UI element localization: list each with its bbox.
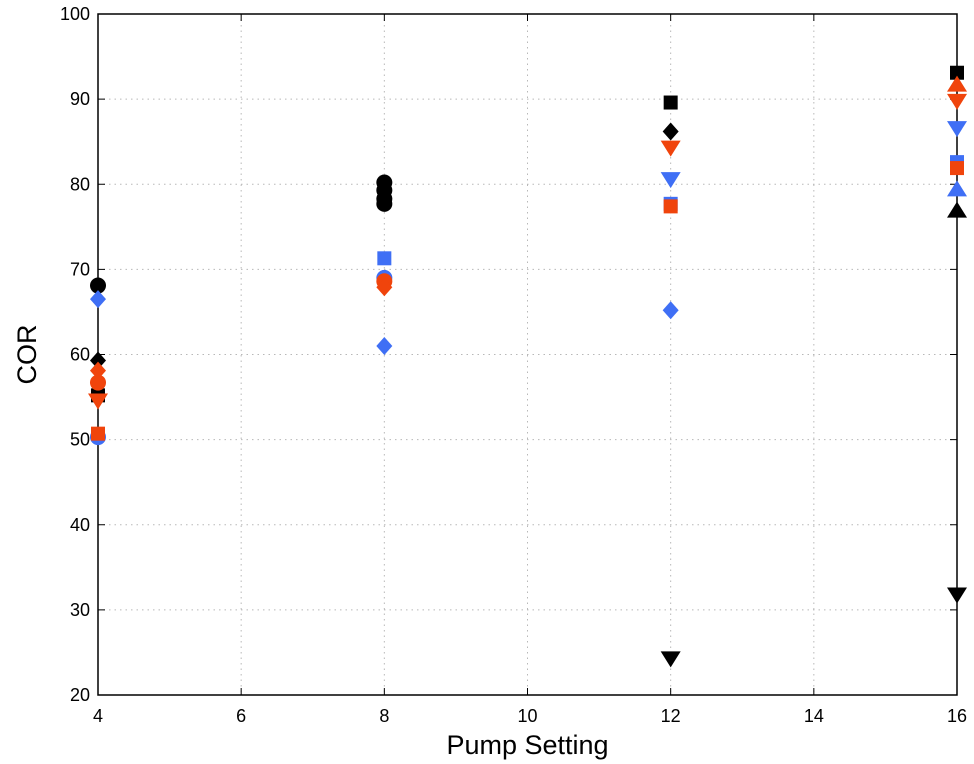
data-point-triangle-down <box>88 393 108 410</box>
y-tick-label: 50 <box>70 430 90 450</box>
data-point-triangle-down <box>660 140 681 157</box>
data-point-square <box>950 161 964 176</box>
y-tick-label: 70 <box>70 259 90 279</box>
data-point-diamond <box>662 122 679 141</box>
data-point-diamond <box>90 290 106 309</box>
data-point-circle <box>376 195 393 212</box>
data-point-circle <box>90 374 106 391</box>
y-tick-label: 100 <box>60 4 90 24</box>
data-point-triangle-down <box>660 172 681 189</box>
y-tick-label: 80 <box>70 174 90 194</box>
data-point-triangle-down <box>947 121 967 138</box>
x-tick-label: 16 <box>947 706 967 726</box>
data-point-triangle-down <box>947 93 967 110</box>
data-points <box>88 65 967 668</box>
data-point-square <box>663 199 678 214</box>
y-tick-label: 30 <box>70 600 90 620</box>
data-point-triangle-down <box>947 587 967 604</box>
x-tick-label: 6 <box>236 706 246 726</box>
data-point-square <box>377 251 392 266</box>
x-tick-label: 8 <box>379 706 389 726</box>
data-point-triangle-down <box>660 651 681 668</box>
data-point-diamond <box>376 336 393 355</box>
y-tick-label: 20 <box>70 685 90 705</box>
y-axis-label: COR <box>12 325 42 385</box>
axis-ticks: 4 6 8 10 12 14 16 20 30 40 50 60 70 80 90 100 <box>60 4 967 726</box>
data-point-square <box>663 95 678 110</box>
data-point-diamond <box>376 278 393 297</box>
data-point-diamond <box>90 351 106 370</box>
x-tick-label: 14 <box>804 706 824 726</box>
x-axis-label: Pump Setting <box>446 730 608 760</box>
x-tick-label: 12 <box>661 706 681 726</box>
y-tick-label: 60 <box>70 345 90 365</box>
y-tick-label: 40 <box>70 515 90 535</box>
data-point-triangle-up <box>947 75 967 92</box>
data-point-diamond <box>662 301 679 320</box>
x-tick-label: 10 <box>517 706 537 726</box>
data-point-square <box>91 426 105 441</box>
y-tick-label: 90 <box>70 89 90 109</box>
data-point-circle <box>90 277 106 294</box>
data-point-triangle-up <box>947 180 967 197</box>
data-point-triangle-up <box>947 201 967 218</box>
grid-lines <box>98 14 957 695</box>
data-point-diamond <box>90 361 106 380</box>
x-tick-label: 4 <box>93 706 103 726</box>
data-point-square <box>950 65 964 80</box>
